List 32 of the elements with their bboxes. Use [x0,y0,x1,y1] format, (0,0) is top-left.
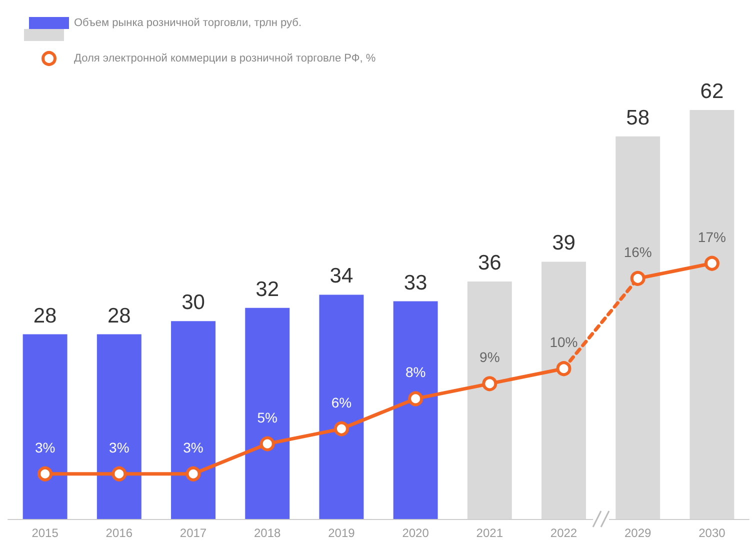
data-label: 3% [109,439,130,456]
data-label: 28 [33,304,57,328]
data-label: 16% [624,244,652,260]
x-tick-label: 2017 [180,526,207,540]
data-label: 10% [550,334,578,350]
x-tick-label: 2019 [328,526,356,540]
x-tick-label: 2021 [476,526,504,540]
data-label: 34 [330,264,354,288]
data-label: 17% [698,228,726,245]
data-label: 32 [256,278,280,301]
x-tick-label: 2029 [624,526,652,540]
data-label: 30 [182,291,205,314]
data-label: 39 [552,232,576,255]
data-label: 8% [405,364,426,380]
x-tick-label: 2022 [550,526,578,540]
data-label: 9% [480,349,500,366]
legend-label: Объем рынка розничной торговли, трлн руб. [74,17,302,29]
data-label: 6% [331,394,352,410]
data-label: 58 [626,106,650,130]
legend-label: Доля электронной коммерции в розничной торговле РФ, % [74,52,376,64]
data-label: 3% [183,439,204,456]
data-label: 36 [478,252,502,275]
data-label: 28 [107,304,131,328]
data-label: 62 [700,80,724,103]
x-tick-label: 2020 [402,526,430,540]
data-label: 5% [257,409,278,426]
x-tick-label: 2016 [106,526,133,540]
data-label: 33 [404,271,428,294]
x-tick-label: 2018 [254,526,282,540]
x-tick-label: 2015 [32,526,59,540]
x-tick-label: 2030 [698,526,726,540]
data-label: 3% [34,439,56,456]
